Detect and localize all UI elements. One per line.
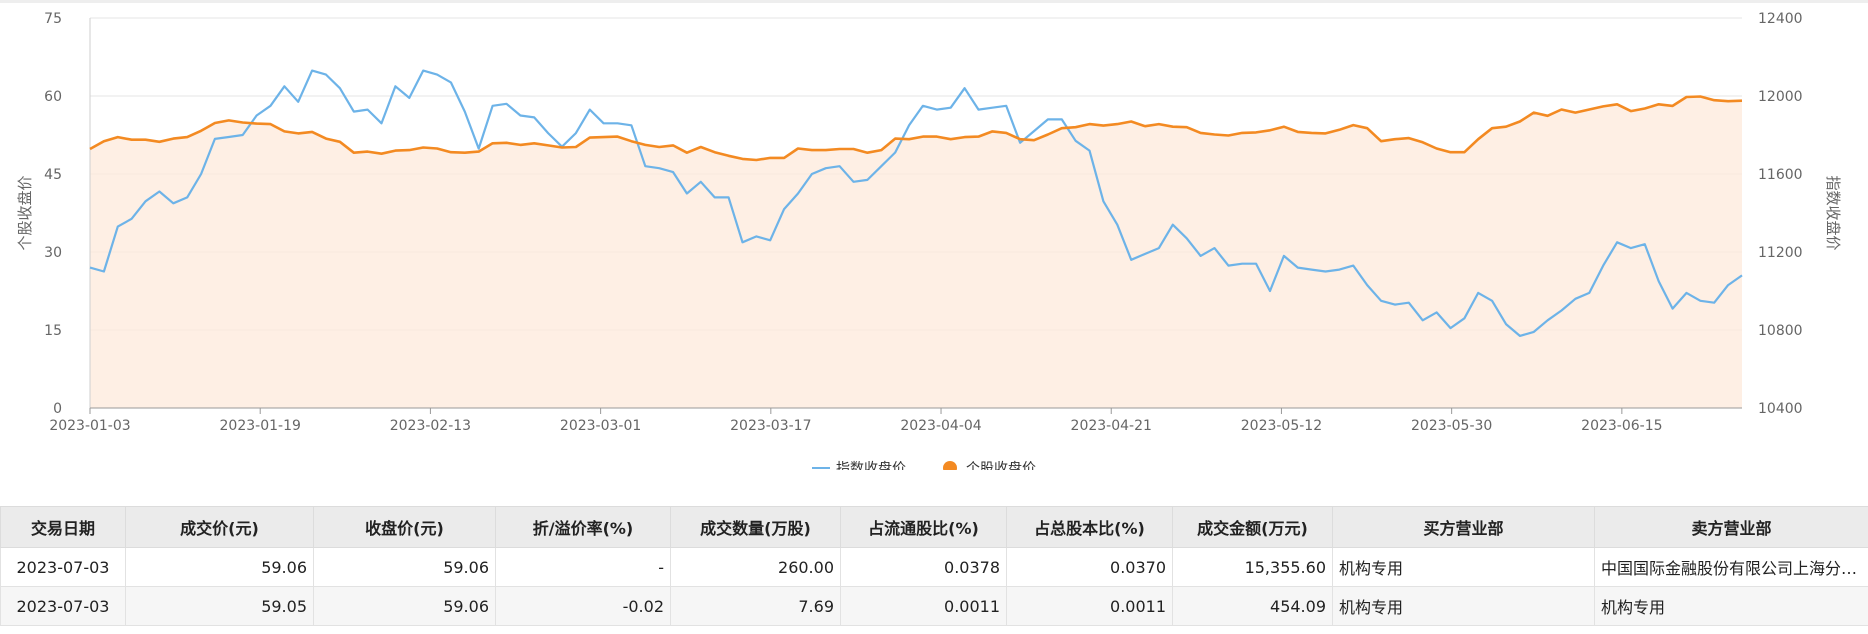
cell-close-price: 59.06 (313, 547, 496, 587)
series-line-0 (89, 69, 1743, 337)
table-row: 2023-07-03 59.05 59.06 -0.02 7.69 0.0011… (0, 586, 1868, 626)
header-volume[interactable]: 成交数量(万股) (670, 506, 841, 548)
cell-float-ratio: 0.0378 (840, 547, 1007, 587)
chart-legend[interactable]: 指数收盘价 个股收盘价 (812, 460, 1036, 470)
header-close-price[interactable]: 收盘价(元) (313, 506, 496, 548)
cell-volume: 260.00 (670, 547, 841, 587)
cell-total-ratio: 0.0370 (1006, 547, 1173, 587)
x-tick-label: 2023-02-13 (390, 418, 471, 434)
x-tick-label: 2023-04-21 (1071, 418, 1152, 434)
series-area-1 (90, 96, 1742, 408)
table-row: 2023-07-03 59.06 59.06 - 260.00 0.0378 0… (0, 547, 1868, 587)
x-tick-label: 2023-04-04 (900, 418, 981, 434)
x-tick-label: 2023-05-30 (1411, 418, 1492, 434)
cell-float-ratio: 0.0011 (840, 586, 1007, 626)
block-trade-table: 交易日期 成交价(元) 收盘价(元) 折/溢价率(%) 成交数量(万股) 占流通… (0, 506, 1868, 626)
y-right-tick-label: 12000 (1758, 89, 1803, 105)
x-tick-label: 2023-01-03 (49, 418, 130, 434)
cell-deal-price: 59.05 (125, 586, 314, 626)
y-left-tick-label: 15 (44, 323, 62, 339)
x-tick-label: 2023-05-12 (1241, 418, 1322, 434)
cell-buyer[interactable]: 机构专用 (1332, 586, 1595, 626)
top-divider (0, 0, 1868, 3)
y-left-axis-title: 个股收盘价 (16, 175, 34, 250)
cell-close-price: 59.06 (313, 586, 496, 626)
cell-seller[interactable]: 中国国际金融股份有限公司上海分公司 (1594, 547, 1868, 587)
header-seller[interactable]: 卖方营业部 (1594, 506, 1868, 548)
header-trade-date[interactable]: 交易日期 (0, 506, 126, 548)
series-lines (89, 69, 1743, 337)
header-float-ratio[interactable]: 占流通股比(%) (840, 506, 1007, 548)
x-tick-label: 2023-06-15 (1581, 418, 1662, 434)
y-left-tick-label: 75 (44, 11, 62, 27)
y-right-tick-label: 12400 (1758, 11, 1803, 27)
price-chart: 0 10400 15 10800 30 11200 45 11600 60 12000 75 1240… (16, 11, 1842, 470)
legend-marker-1 (943, 461, 957, 470)
cell-volume: 7.69 (670, 586, 841, 626)
header-total-ratio[interactable]: 占总股本比(%) (1006, 506, 1173, 548)
y-left-tick-label: 45 (44, 167, 62, 183)
header-deal-price[interactable]: 成交价(元) (125, 506, 314, 548)
cell-amount: 15,355.60 (1172, 547, 1333, 587)
x-tick-label: 2023-03-01 (560, 418, 641, 434)
cell-amount: 454.09 (1172, 586, 1333, 626)
cell-buyer[interactable]: 机构专用 (1332, 547, 1595, 587)
table-header-row: 交易日期 成交价(元) 收盘价(元) 折/溢价率(%) 成交数量(万股) 占流通… (0, 506, 1868, 548)
cell-seller[interactable]: 机构专用 (1594, 586, 1868, 626)
header-buyer[interactable]: 买方营业部 (1332, 506, 1595, 548)
cell-trade-date: 2023-07-03 (0, 547, 126, 587)
legend-label-1: 个股收盘价 (966, 460, 1036, 470)
series-line-1 (89, 95, 1743, 162)
x-tick-label: 2023-01-19 (220, 418, 301, 434)
y-left-tick-label: 0 (53, 401, 62, 417)
axes: 0 10400 15 10800 30 11200 45 11600 60 12000 75 1240… (16, 11, 1842, 434)
header-premium-rate[interactable]: 折/溢价率(%) (495, 506, 671, 548)
y-right-tick-label: 11200 (1758, 245, 1803, 261)
x-tick-label: 2023-03-17 (730, 418, 811, 434)
y-right-axis-title: 指数收盘价 (1824, 175, 1842, 250)
cell-premium-rate: - (495, 547, 671, 587)
y-right-tick-label: 11600 (1758, 167, 1803, 183)
y-right-tick-label: 10400 (1758, 401, 1803, 417)
y-left-tick-label: 30 (44, 245, 62, 261)
legend-label-0: 指数收盘价 (836, 460, 906, 470)
cell-total-ratio: 0.0011 (1006, 586, 1173, 626)
cell-trade-date: 2023-07-03 (0, 586, 126, 626)
cell-deal-price: 59.06 (125, 547, 314, 587)
y-left-tick-label: 60 (44, 89, 62, 105)
y-right-tick-label: 10800 (1758, 323, 1803, 339)
header-amount[interactable]: 成交金额(万元) (1172, 506, 1333, 548)
area-fill (90, 96, 1742, 408)
cell-premium-rate: -0.02 (495, 586, 671, 626)
